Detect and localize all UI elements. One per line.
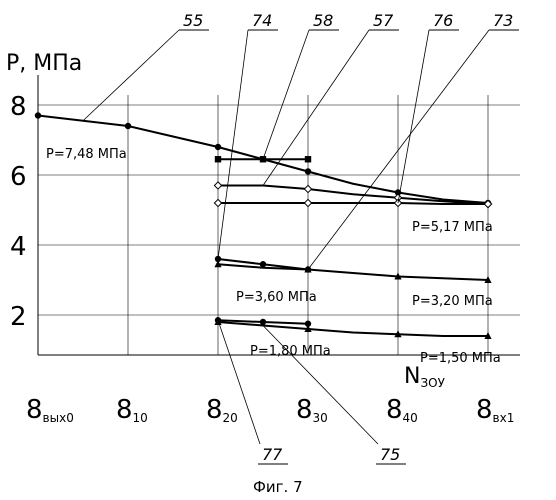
annotation-p320: P=3,20 МПа (412, 294, 493, 309)
ref-number-76: 76 (433, 11, 453, 30)
annotation-p360: P=3,60 МПа (236, 290, 317, 305)
series-line-57 (218, 186, 488, 205)
ref-number-55: 55 (183, 11, 203, 30)
series-point-77-1 (260, 319, 266, 325)
series-point-57-2 (304, 185, 311, 192)
y-tick-labels: 8 6 4 2 (10, 92, 27, 332)
x-tick-main: 8 (26, 395, 43, 425)
x-tick-label-0: 8вых0 (26, 395, 74, 425)
leader-line-57 (263, 30, 369, 186)
x-tick-label-4: 840 (386, 395, 418, 425)
leader-line-74 (218, 30, 248, 259)
series-point-76-2 (304, 199, 311, 206)
x-tick-label-5: 8вх1 (476, 395, 514, 425)
y-axis-label: P, МПа (6, 51, 82, 76)
ref-number-77: 77 (262, 445, 283, 464)
y-tick-label-2: 2 (10, 302, 27, 332)
series-point-57-0 (214, 182, 221, 189)
x-tick-main: 8 (296, 395, 313, 425)
figure-caption: Фиг. 7 (253, 478, 303, 496)
ref-number-58: 58 (313, 11, 333, 30)
series-line-76 (218, 203, 488, 204)
leader-line-76 (398, 30, 429, 203)
x-tick-sub: вх1 (493, 411, 515, 425)
series-point-76-0 (214, 199, 221, 206)
leader-line-55 (83, 30, 179, 121)
series-point-55-0 (35, 112, 41, 118)
series-point-58-0 (215, 156, 221, 162)
x-tick-sub: 20 (223, 411, 238, 425)
x-tick-labels: 8вых08108208308408вх1 (26, 395, 514, 425)
x-tick-sub: 40 (403, 411, 418, 425)
ref-number-57: 57 (373, 11, 394, 30)
leader-line-58 (263, 30, 309, 159)
series-point-58-2 (305, 156, 311, 162)
x-tick-main: 8 (116, 395, 133, 425)
annotation-p150: P=1,50 МПа (420, 351, 501, 366)
y-tick-label-8: 8 (10, 92, 27, 122)
series-point-74-1 (260, 261, 266, 267)
x-tick-label-1: 810 (116, 395, 148, 425)
series-line-75 (218, 322, 488, 336)
annotation-p180: P=1,80 МПа (250, 344, 331, 359)
annotation-p517: P=5,17 МПа (412, 220, 493, 235)
x-axis-label-sub: ЗОУ (420, 376, 445, 390)
x-tick-sub: вых0 (43, 411, 74, 425)
x-tick-sub: 30 (313, 411, 328, 425)
y-tick-label-6: 6 (10, 162, 27, 192)
axes (38, 75, 520, 355)
leader-line-77 (218, 320, 260, 444)
reference-numbers: 55 58 57 76 74 73 77 75 (183, 11, 513, 464)
series-line-73 (218, 264, 488, 280)
y-tick-label-4: 4 (10, 232, 27, 262)
x-tick-main: 8 (206, 395, 223, 425)
x-tick-sub: 10 (133, 411, 148, 425)
ref-number-73: 73 (493, 11, 513, 30)
x-tick-main: 8 (476, 395, 493, 425)
series-point-55-6 (305, 168, 311, 174)
ref-number-75: 75 (380, 445, 400, 464)
series-point-55-2 (125, 123, 131, 129)
x-tick-main: 8 (386, 395, 403, 425)
series-point-55-4 (215, 144, 221, 150)
x-tick-label-3: 830 (296, 395, 328, 425)
ref-number-74: 74 (252, 11, 272, 30)
x-axis-label-main: N (404, 364, 420, 389)
x-axis-label: NЗОУ (404, 364, 446, 390)
x-tick-label-2: 820 (206, 395, 238, 425)
annotation-p748: P=7,48 МПа (46, 147, 127, 162)
